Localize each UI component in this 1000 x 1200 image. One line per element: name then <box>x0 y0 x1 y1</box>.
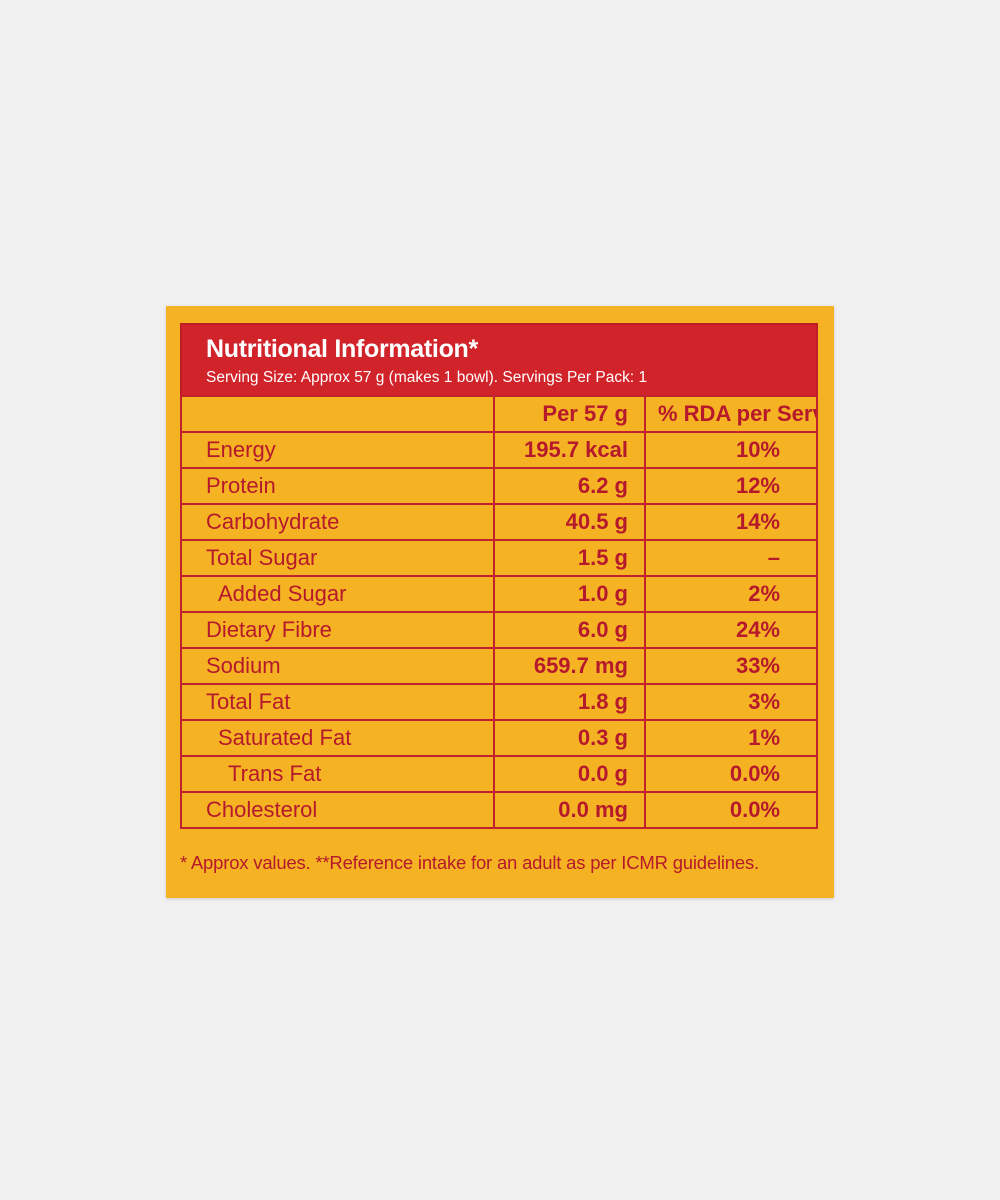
nutrient-name: Protein <box>180 467 495 505</box>
nutrient-amount: 0.3 g <box>493 719 646 757</box>
table-row: Total Fat 1.8 g 3% <box>180 683 818 721</box>
table-row: Protein 6.2 g 12% <box>180 467 818 505</box>
nutrient-rda: – <box>644 539 818 577</box>
nutrient-rda: 2% <box>644 575 818 613</box>
table-row: Carbohydrate 40.5 g 14% <box>180 503 818 541</box>
nutrient-amount: 0.0 mg <box>493 791 646 829</box>
nutrient-rda: 0.0% <box>644 791 818 829</box>
table-row: Total Sugar 1.5 g – <box>180 539 818 577</box>
table-row: Energy 195.7 kcal 10% <box>180 431 818 469</box>
nutrient-rda: 3% <box>644 683 818 721</box>
nutrient-rda: 0.0% <box>644 755 818 793</box>
nutrient-amount: 6.2 g <box>493 467 646 505</box>
table-row: Saturated Fat 0.3 g 1% <box>180 719 818 757</box>
nutrient-amount: 0.0 g <box>493 755 646 793</box>
nutrition-table: Per 57 g % RDA per Serve** Energy 195.7 … <box>180 395 818 829</box>
nutrient-amount: 1.0 g <box>493 575 646 613</box>
table-row: Added Sugar 1.0 g 2% <box>180 575 818 613</box>
nutrient-name: Total Sugar <box>180 539 495 577</box>
nutrient-amount: 195.7 kcal <box>493 431 646 469</box>
nutrient-name: Carbohydrate <box>180 503 495 541</box>
nutrient-rda: 33% <box>644 647 818 685</box>
column-header-per-serving: Per 57 g <box>493 395 646 433</box>
nutrient-amount: 1.5 g <box>493 539 646 577</box>
table-row: Sodium 659.7 mg 33% <box>180 647 818 685</box>
nutrient-name: Trans Fat <box>180 755 495 793</box>
nutrient-name: Energy <box>180 431 495 469</box>
nutrient-rda: 24% <box>644 611 818 649</box>
table-row: Dietary Fibre 6.0 g 24% <box>180 611 818 649</box>
nutrition-label-panel: Nutritional Information* Serving Size: A… <box>166 306 834 898</box>
nutrient-amount: 6.0 g <box>493 611 646 649</box>
nutrient-name: Saturated Fat <box>180 719 495 757</box>
nutrition-header: Nutritional Information* Serving Size: A… <box>180 323 818 397</box>
nutrient-name: Cholesterol <box>180 791 495 829</box>
nutrition-title: Nutritional Information* <box>206 335 478 363</box>
nutrient-rda: 14% <box>644 503 818 541</box>
nutrient-name: Sodium <box>180 647 495 685</box>
column-header-nutrient <box>180 395 495 433</box>
table-header-row: Per 57 g % RDA per Serve** <box>180 395 818 433</box>
nutrient-name: Total Fat <box>180 683 495 721</box>
column-header-rda: % RDA per Serve** <box>644 395 818 433</box>
table-row: Trans Fat 0.0 g 0.0% <box>180 755 818 793</box>
nutrient-name: Dietary Fibre <box>180 611 495 649</box>
nutrient-rda: 12% <box>644 467 818 505</box>
nutrient-rda: 10% <box>644 431 818 469</box>
footnote: * Approx values. **Reference intake for … <box>180 852 759 873</box>
serving-info: Serving Size: Approx 57 g (makes 1 bowl)… <box>206 369 648 386</box>
nutrient-rda: 1% <box>644 719 818 757</box>
nutrient-name: Added Sugar <box>180 575 495 613</box>
table-row: Cholesterol 0.0 mg 0.0% <box>180 791 818 829</box>
nutrient-amount: 659.7 mg <box>493 647 646 685</box>
nutrient-amount: 1.8 g <box>493 683 646 721</box>
nutrient-amount: 40.5 g <box>493 503 646 541</box>
